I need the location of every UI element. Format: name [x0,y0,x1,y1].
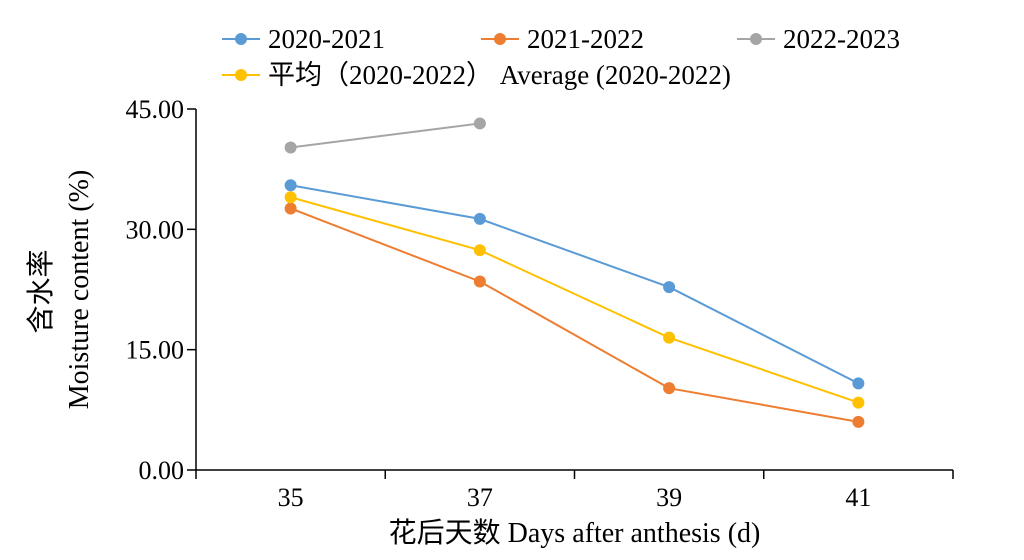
legend-item-1: 2020-2021 [222,24,385,54]
legend-swatch-marker [235,33,247,45]
series-4 [284,191,865,409]
legend-label: 2022-2023 [783,24,900,54]
data-point [663,331,676,344]
data-point [473,275,486,288]
data-point [284,179,297,192]
legend-swatch-marker [494,33,506,45]
x-tick-label: 35 [278,483,304,512]
data-point [284,141,297,154]
legend: 2020-2021 2021-2022 2022-2023 平均（2020-2022）… [222,24,900,90]
legend-item-2: 2021-2022 [481,24,644,54]
legend-label: 平均（2020-2022） Average (2020-2022) [268,60,731,90]
x-tick-label: 41 [845,483,871,512]
y-axis-title-chinese: 含水率 [25,249,57,333]
series-3 [284,117,486,154]
legend-item-4: 平均（2020-2022） Average (2020-2022) [222,60,731,90]
series-2 [284,202,865,428]
data-point [473,117,486,130]
y-tick-label: 30.00 [126,215,185,244]
x-tick-label: 37 [467,483,493,512]
data-point [473,212,486,225]
series-1 [284,179,865,390]
axes: 含水率 Moisture content (%) 花后天数 Days after… [25,95,954,549]
legend-label: 2020-2021 [268,24,385,54]
y-tick-label: 0.00 [139,456,185,485]
data-point [284,191,297,204]
series-line [290,122,481,149]
data-point [852,415,865,428]
series-line [290,207,859,423]
y-tick-label: 45.00 [126,95,185,124]
data-point [663,382,676,395]
data-point [852,396,865,409]
legend-swatch-marker [750,33,762,45]
y-axis-title-english: Moisture content (%) [64,170,95,410]
x-axis-title: 花后天数 Days after anthesis (d) [389,517,761,549]
y-tick-label: 15.00 [126,336,185,365]
data-point [663,281,676,294]
data-point [284,202,297,215]
legend-swatch-marker [235,69,247,81]
data-point [473,244,486,257]
series-line [290,196,859,404]
legend-label: 2021-2022 [527,24,644,54]
series-area [284,117,865,428]
data-point [852,377,865,390]
series-line [290,184,859,385]
x-tick-label: 39 [656,483,682,512]
legend-item-3: 2022-2023 [737,24,900,54]
